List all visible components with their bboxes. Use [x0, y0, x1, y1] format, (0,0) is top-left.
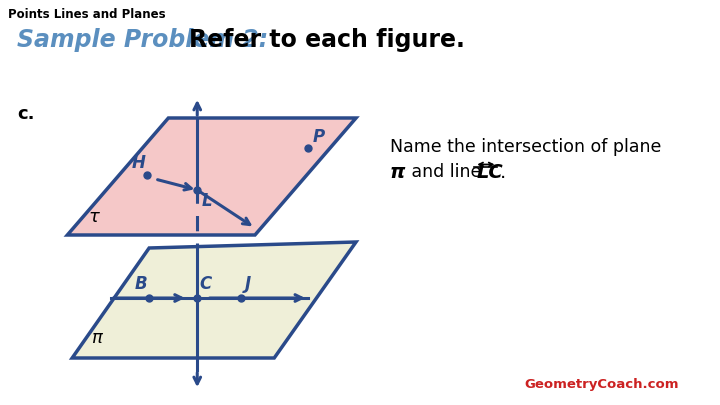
- Text: Sample Problem 2:: Sample Problem 2:: [17, 28, 269, 52]
- Text: τ: τ: [89, 208, 100, 226]
- Text: and line: and line: [406, 163, 487, 181]
- Text: C: C: [199, 275, 212, 293]
- Polygon shape: [72, 242, 356, 358]
- Text: π: π: [91, 329, 102, 347]
- Text: LC: LC: [476, 163, 503, 182]
- Text: Name the intersection of plane: Name the intersection of plane: [390, 138, 661, 156]
- Text: π: π: [390, 163, 405, 182]
- Polygon shape: [68, 118, 356, 235]
- Text: P: P: [312, 128, 325, 146]
- Text: J: J: [244, 275, 251, 293]
- Text: c.: c.: [17, 105, 35, 123]
- Text: Refer to each figure.: Refer to each figure.: [189, 28, 464, 52]
- Text: L: L: [202, 192, 212, 210]
- Text: B: B: [135, 275, 147, 293]
- Text: H: H: [132, 154, 145, 172]
- Text: .: .: [500, 163, 507, 182]
- Text: GeometryCoach.com: GeometryCoach.com: [524, 378, 679, 391]
- Text: Points Lines and Planes: Points Lines and Planes: [8, 8, 166, 21]
